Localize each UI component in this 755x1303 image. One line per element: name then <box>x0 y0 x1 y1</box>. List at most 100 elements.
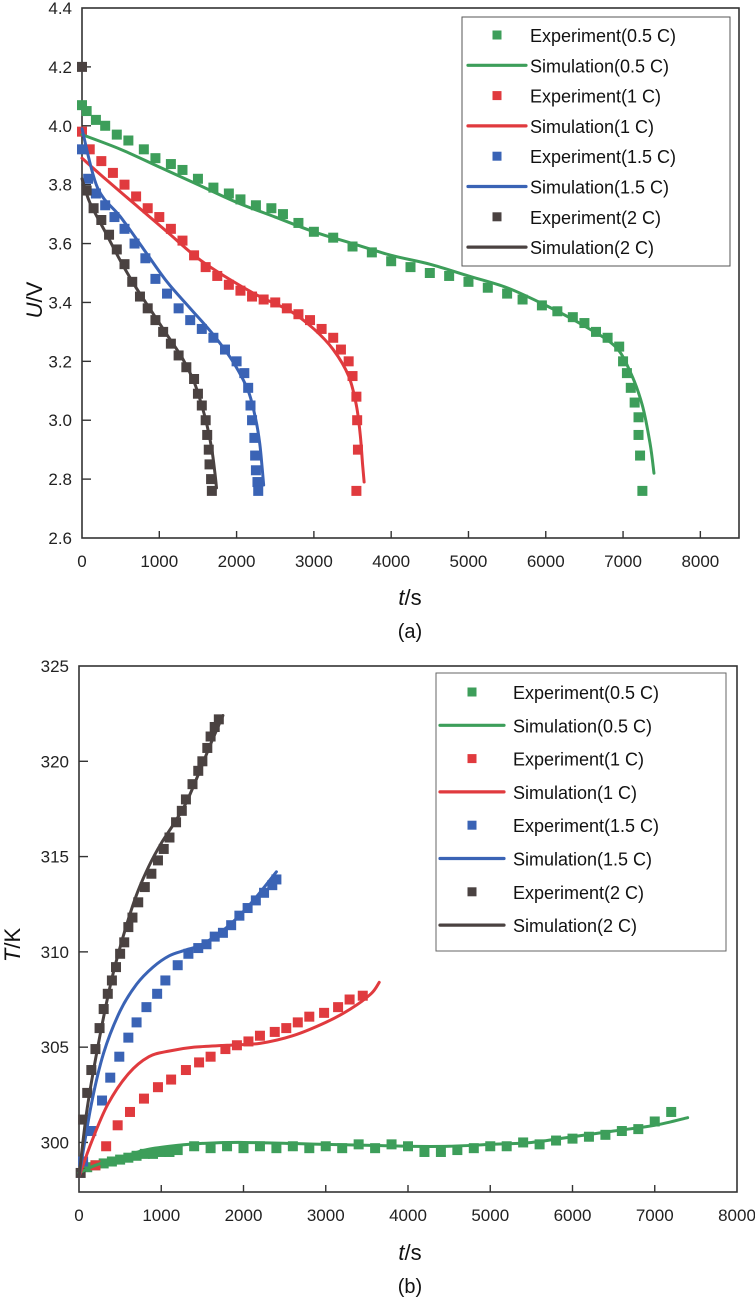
series-group-a <box>77 61 656 496</box>
data-point <box>239 368 250 379</box>
legend-label: Experiment(1 C) <box>513 750 644 770</box>
data-point <box>635 450 646 461</box>
data-point <box>150 315 161 326</box>
data-point <box>366 247 377 258</box>
legend-label: Experiment(1.5 C) <box>513 816 659 836</box>
data-point <box>140 253 151 264</box>
data-point <box>536 300 547 311</box>
data-point <box>82 1087 93 1098</box>
legend-box-b <box>435 672 727 952</box>
legend-item: Experiment(0.5 C) <box>492 26 676 46</box>
x-tick-label: 5000 <box>471 1206 509 1225</box>
x-tick-label: 2000 <box>225 1206 263 1225</box>
x-tick-label: 7000 <box>604 552 642 571</box>
data-point <box>172 960 183 971</box>
legend-item: Experiment(2 C) <box>492 208 661 228</box>
series-line-simulation-1-c <box>80 156 366 484</box>
legend-item: Simulation(1 C) <box>438 783 637 803</box>
data-point <box>304 1011 315 1022</box>
data-point <box>90 1044 101 1055</box>
data-point <box>250 895 261 906</box>
y-axis-title-b: T/K <box>0 928 25 963</box>
data-point <box>77 144 87 155</box>
y-tick-label: 4.2 <box>48 58 72 77</box>
data-point <box>129 238 140 249</box>
data-point <box>123 1152 134 1163</box>
x-tick-label: 8000 <box>718 1206 755 1225</box>
data-point <box>86 1065 97 1076</box>
legend-item: Simulation(0.5 C) <box>466 56 669 76</box>
legend-item: Simulation(2 C) <box>466 238 654 258</box>
data-point <box>482 282 493 293</box>
legend-marker <box>492 30 502 40</box>
data-point <box>357 990 368 1001</box>
data-point <box>96 156 107 167</box>
data-point <box>266 203 277 214</box>
data-point <box>463 276 474 287</box>
legend-label: Simulation(2 C) <box>513 916 637 936</box>
x-tick-label: 5000 <box>450 552 488 571</box>
data-point <box>123 135 134 146</box>
data-point <box>649 1116 660 1127</box>
data-point <box>139 1148 150 1159</box>
y-axis-title-var-b: T <box>0 947 25 962</box>
data-point <box>111 244 122 255</box>
data-point <box>344 994 355 1005</box>
data-point <box>90 114 101 125</box>
data-point <box>567 312 578 323</box>
data-point <box>502 288 513 299</box>
x-tick-label: 2000 <box>218 552 256 571</box>
data-point <box>305 315 316 326</box>
data-point <box>277 209 288 220</box>
series-line-simulation-2-c <box>80 177 218 490</box>
legend-label: Experiment(1.5 C) <box>530 147 676 167</box>
data-point <box>405 262 416 273</box>
data-point <box>115 1154 126 1165</box>
legend-label: Experiment(2 C) <box>513 883 644 903</box>
data-point <box>165 223 176 234</box>
data-point <box>269 1026 280 1037</box>
y-tick-label: 3.0 <box>48 411 72 430</box>
y-tick-label: 4.4 <box>48 0 72 18</box>
series-group-b <box>75 714 690 1179</box>
legend-item: Experiment(1 C) <box>492 87 661 107</box>
data-point <box>96 215 107 225</box>
data-point <box>133 897 144 908</box>
data-point <box>254 1030 265 1041</box>
data-point <box>162 288 173 299</box>
data-point <box>444 270 455 281</box>
data-point <box>97 1095 108 1106</box>
data-point <box>152 855 163 866</box>
data-point <box>98 1004 109 1015</box>
data-point <box>328 332 339 343</box>
y-tick-label: 305 <box>41 1038 69 1057</box>
data-point <box>189 1141 200 1152</box>
data-point <box>629 397 640 408</box>
data-point <box>158 843 169 854</box>
data-point <box>173 350 184 361</box>
data-point <box>253 485 264 496</box>
data-point <box>78 1114 89 1125</box>
x-tick-label: 7000 <box>636 1206 674 1225</box>
data-point <box>600 1129 611 1140</box>
data-point <box>112 1120 123 1131</box>
legend-item: Simulation(0.5 C) <box>438 716 652 736</box>
y-tick-label: 3.8 <box>48 176 72 195</box>
data-point <box>114 1051 125 1062</box>
data-point <box>419 1146 430 1157</box>
x-axis-title-b: t/s <box>398 1240 421 1265</box>
y-tick-label: 320 <box>41 752 69 771</box>
x-axis-title-a: t/s <box>398 585 421 610</box>
data-point <box>131 191 142 202</box>
data-point <box>614 341 625 352</box>
data-point <box>139 882 150 893</box>
panel-label-a: (a) <box>398 621 422 643</box>
legend-label: Simulation(0.5 C) <box>530 56 669 76</box>
data-point <box>193 943 204 954</box>
data-point <box>250 465 261 476</box>
data-point <box>352 444 363 455</box>
y-tick-label: 3.6 <box>48 235 72 254</box>
data-point <box>123 1032 134 1043</box>
legend-item: Experiment(0.5 C) <box>467 683 659 703</box>
